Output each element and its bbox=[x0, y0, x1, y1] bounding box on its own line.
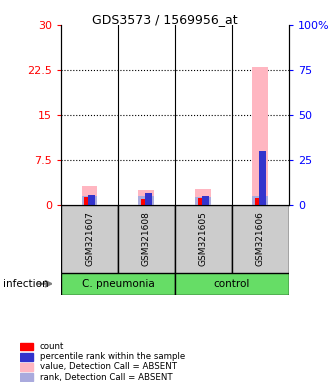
Text: percentile rank within the sample: percentile rank within the sample bbox=[40, 353, 185, 361]
Bar bbox=[61, 273, 175, 295]
Bar bbox=[20, 363, 33, 371]
Text: value, Detection Call = ABSENT: value, Detection Call = ABSENT bbox=[40, 362, 177, 371]
Bar bbox=[61, 205, 118, 273]
Text: infection: infection bbox=[3, 279, 49, 289]
Bar bbox=[88, 195, 95, 205]
Text: GSM321608: GSM321608 bbox=[142, 212, 151, 266]
Bar bbox=[175, 205, 232, 273]
Text: GSM321606: GSM321606 bbox=[256, 212, 265, 266]
Bar bbox=[82, 186, 97, 205]
Bar bbox=[82, 196, 97, 205]
Bar bbox=[20, 353, 33, 361]
Bar bbox=[20, 343, 33, 351]
Bar bbox=[141, 199, 148, 205]
Bar bbox=[259, 151, 266, 205]
Bar bbox=[252, 67, 268, 205]
Bar bbox=[198, 198, 205, 205]
Bar bbox=[145, 193, 152, 205]
Bar bbox=[118, 205, 175, 273]
Bar bbox=[195, 197, 211, 205]
Bar bbox=[232, 205, 289, 273]
Bar bbox=[139, 190, 154, 205]
Text: count: count bbox=[40, 342, 64, 351]
Bar bbox=[252, 196, 268, 205]
Bar bbox=[20, 373, 33, 381]
Bar bbox=[175, 273, 289, 295]
Text: rank, Detection Call = ABSENT: rank, Detection Call = ABSENT bbox=[40, 372, 172, 382]
Bar bbox=[195, 189, 211, 205]
Bar bbox=[255, 198, 262, 205]
Bar bbox=[202, 195, 209, 205]
Bar bbox=[84, 197, 91, 205]
Text: GSM321607: GSM321607 bbox=[85, 212, 94, 266]
Text: control: control bbox=[214, 279, 250, 289]
Bar bbox=[139, 195, 154, 205]
Text: GDS3573 / 1569956_at: GDS3573 / 1569956_at bbox=[92, 13, 238, 26]
Text: GSM321605: GSM321605 bbox=[199, 212, 208, 266]
Text: C. pneumonia: C. pneumonia bbox=[82, 279, 154, 289]
